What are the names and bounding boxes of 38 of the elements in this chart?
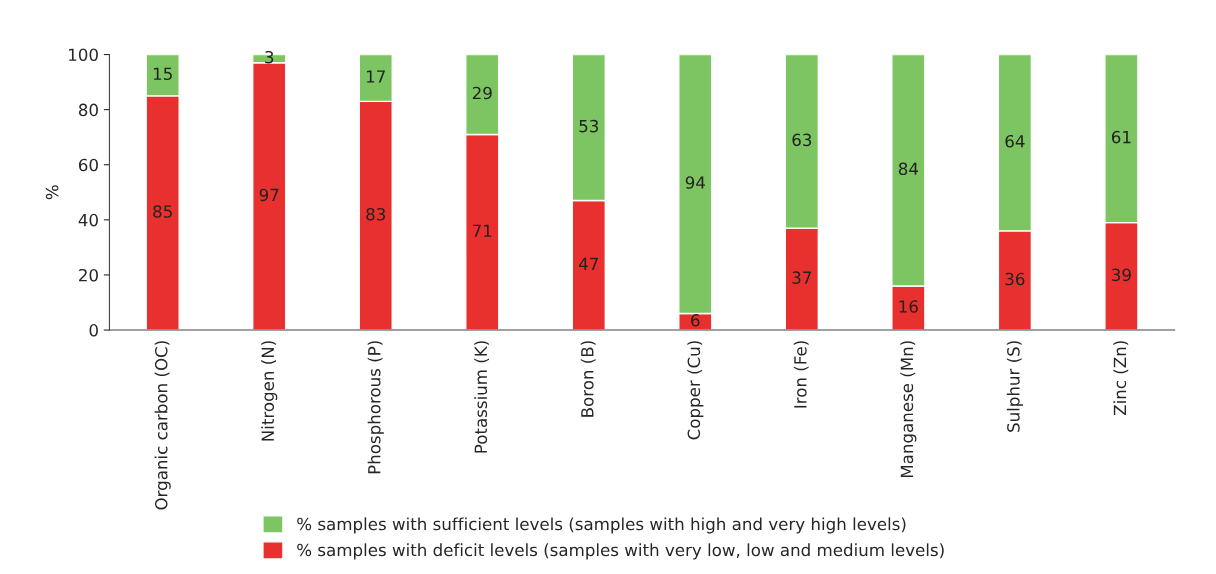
y-tick-label: 0 [89, 324, 98, 337]
legend-label: % samples with sufficient levels (samples with high and very high levels) [297, 517, 906, 534]
data-label: 85 [153, 205, 172, 218]
data-label: 6 [691, 314, 700, 327]
y-tick-label: 40 [78, 213, 98, 227]
data-label: 29 [472, 86, 492, 100]
x-tick-label: Boron (B) [580, 341, 596, 417]
data-label: 47 [579, 257, 598, 270]
y-tick-label: 80 [78, 103, 98, 117]
data-label: 97 [259, 188, 279, 202]
x-tick-label: Organic carbon (OC) [154, 341, 171, 510]
data-label: 64 [1005, 134, 1025, 148]
y-tick-label: 60 [78, 158, 98, 172]
y-axis-title: % [45, 185, 59, 200]
x-tick-label: Nitrogen (N) [261, 341, 278, 441]
data-label: 37 [792, 271, 812, 284]
x-tick-label: Potassium (K) [474, 341, 490, 453]
data-label: 16 [899, 300, 918, 313]
y-tick-label: 20 [79, 268, 98, 282]
data-label: 83 [366, 207, 386, 221]
x-tick-label: Zinc (Zn) [1113, 341, 1129, 416]
data-label: 63 [792, 133, 812, 147]
data-label: 94 [685, 176, 705, 189]
data-label: 17 [366, 70, 385, 83]
data-label: 53 [579, 119, 599, 133]
x-tick-label: Sulphur (S) [1006, 341, 1023, 432]
legend-label: % samples with deficit levels (samples with very low, low and medium levels) [297, 543, 944, 560]
x-tick-label: Phosphorous (P) [367, 341, 384, 474]
data-label: 39 [1112, 268, 1131, 282]
data-label: 71 [473, 224, 492, 237]
x-tick-label: Manganese (Mn) [900, 341, 917, 478]
x-tick-label: Iron (Fe) [793, 341, 809, 408]
data-label: 15 [153, 67, 172, 81]
data-label: 36 [1005, 272, 1025, 286]
data-label: 84 [898, 162, 919, 176]
y-tick-label: 100 [69, 48, 98, 62]
x-tick-label: Copper (Cu) [687, 341, 704, 440]
data-label: 61 [1111, 130, 1131, 144]
